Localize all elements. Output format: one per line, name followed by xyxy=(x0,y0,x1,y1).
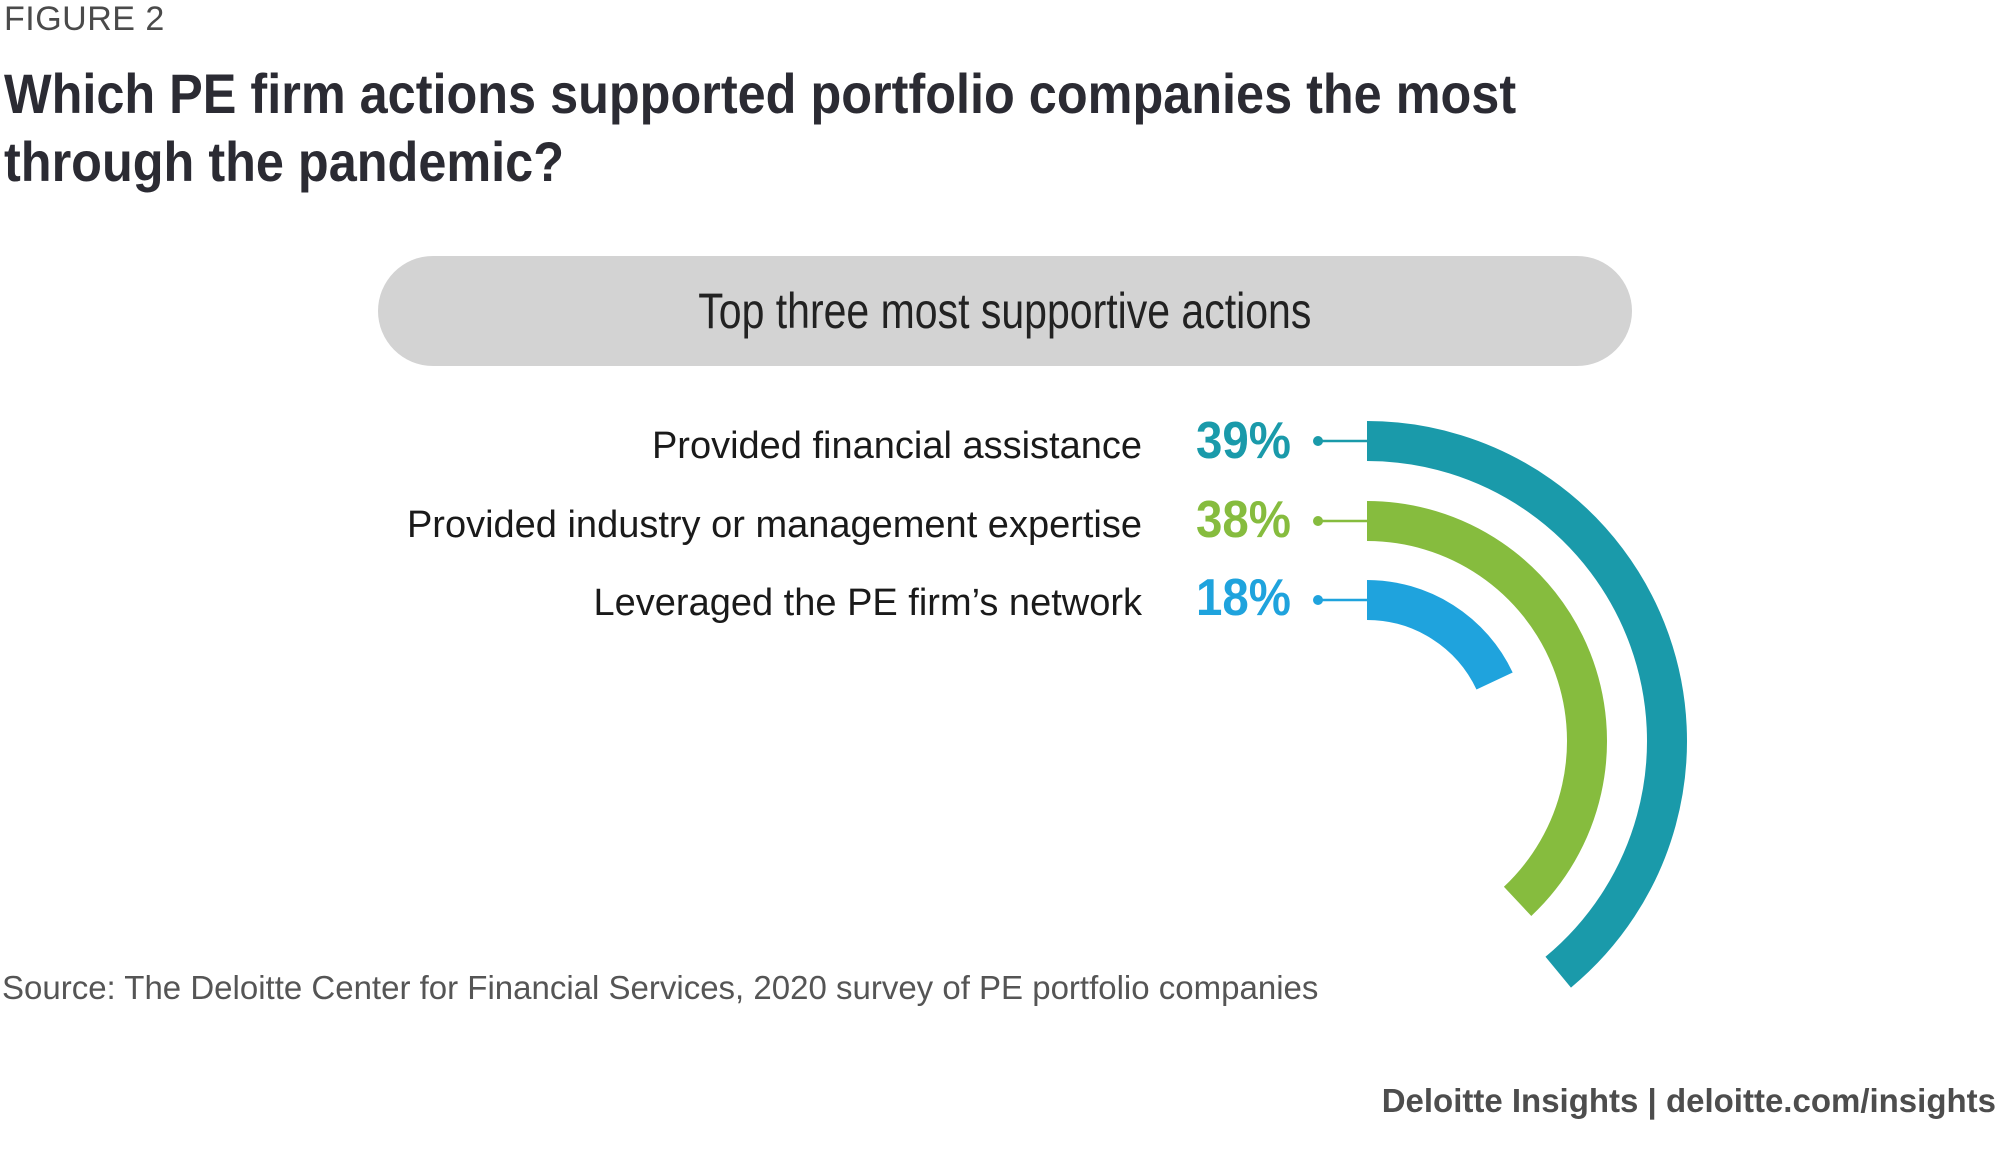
leader-dot-3 xyxy=(1313,595,1323,605)
value-label-1: 39% xyxy=(1196,412,1291,470)
chart-subtitle: Top three most supportive actions xyxy=(698,283,1312,339)
value-label-3: 18% xyxy=(1196,569,1291,627)
category-label-2: Provided industry or management expertis… xyxy=(407,504,1142,546)
figure-label: FIGURE 2 xyxy=(4,0,165,38)
category-label-3: Leveraged the PE firm’s network xyxy=(594,582,1143,624)
source-note: Source: The Deloitte Center for Financia… xyxy=(2,969,1319,1006)
chart-title: Which PE firm actions supported portfoli… xyxy=(4,62,1517,193)
subtitle-pill: Top three most supportive actions xyxy=(378,256,1632,366)
arc-bar-2 xyxy=(1366,501,1607,916)
footer-credit: Deloitte Insights | deloitte.com/insight… xyxy=(1381,1082,1996,1119)
category-label-1: Provided financial assistance xyxy=(652,425,1142,467)
value-label-2: 38% xyxy=(1196,491,1291,549)
leader-dot-1 xyxy=(1313,436,1323,446)
arc-bar-1 xyxy=(1366,421,1687,988)
arc-bar-3 xyxy=(1366,580,1513,690)
leader-dot-2 xyxy=(1313,516,1323,526)
